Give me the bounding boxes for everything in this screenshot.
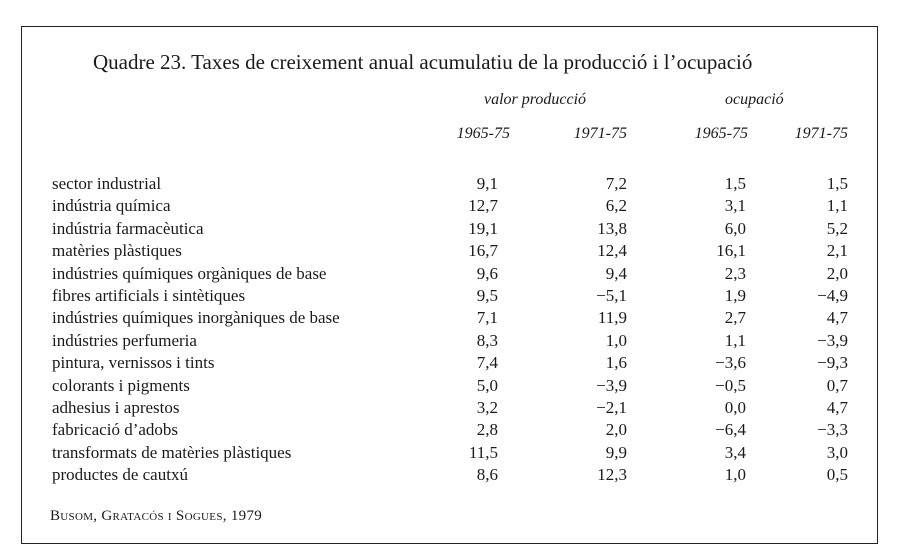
value-cell: 7,4 — [476, 353, 498, 373]
value-cell: 5,0 — [476, 375, 498, 395]
group-header-ocupacio: ocupació — [725, 91, 784, 108]
value-cell: 1,1 — [724, 330, 746, 350]
period-header-3: 1965-75 — [694, 125, 748, 142]
table-row: indústria farmacèutica 19,1 13,8 6,0 5,2 — [0, 219, 899, 241]
row-label: fabricació d’adobs — [52, 420, 179, 440]
table-row: fabricació d’adobs 2,8 2,0 −6,4 −3,3 — [0, 420, 899, 442]
value-cell: 2,1 — [826, 241, 848, 261]
value-cell: 11,9 — [597, 308, 627, 328]
value-cell: 13,8 — [597, 218, 627, 238]
row-label: fibres artificials i sintètiques — [52, 285, 246, 305]
value-cell: 9,9 — [605, 442, 627, 462]
value-cell: 9,4 — [605, 263, 627, 283]
value-cell: 9,6 — [476, 263, 498, 283]
value-cell: 1,5 — [724, 174, 746, 193]
value-cell: 0,5 — [826, 465, 848, 485]
value-cell: 5,2 — [826, 218, 848, 238]
value-cell: −5,1 — [596, 285, 627, 305]
value-cell: 8,3 — [476, 330, 498, 350]
value-cell: −3,3 — [817, 420, 848, 440]
value-cell: −4,9 — [817, 285, 848, 305]
value-cell: 1,5 — [826, 174, 848, 193]
value-cell: 8,6 — [476, 465, 498, 485]
table-row: adhesius i aprestos 3,2 −2,1 0,0 4,7 — [0, 398, 899, 420]
table-body: sector industrial 9,1 7,2 1,5 1,5 indústria q… — [0, 174, 899, 487]
value-cell: 4,7 — [826, 397, 848, 417]
value-cell: 11,5 — [468, 442, 498, 462]
row-label: productes de cautxú — [52, 465, 188, 485]
source-citation: Busom, Gratacós i Sogues, 1979 — [50, 508, 263, 524]
value-cell: −2,1 — [596, 397, 627, 417]
value-cell: 2,8 — [476, 420, 498, 440]
value-cell: 3,2 — [476, 397, 498, 417]
table-row: transformats de matèries plàstiques 11,5 9… — [0, 443, 899, 465]
value-cell: 2,0 — [605, 420, 627, 440]
value-cell: 12,7 — [468, 196, 498, 216]
value-cell: 16,7 — [468, 241, 498, 261]
value-cell: 1,9 — [724, 285, 746, 305]
table-row: matèries plàstiques 16,7 12,4 16,1 2,1 — [0, 241, 899, 263]
value-cell: −3,6 — [715, 353, 746, 373]
value-cell: 16,1 — [716, 241, 746, 261]
value-cell: 12,4 — [597, 241, 627, 261]
table-title: Quadre 23. Taxes de creixement anual acu… — [93, 50, 753, 74]
row-label: indústries perfumeria — [52, 330, 197, 350]
value-cell: 6,0 — [724, 218, 746, 238]
period-header-1: 1965-75 — [456, 125, 510, 142]
value-cell: 1,6 — [605, 353, 627, 373]
value-cell: −3,9 — [817, 330, 848, 350]
value-cell: 2,3 — [724, 263, 746, 283]
table-row: indústries perfumeria 8,3 1,0 1,1 −3,9 — [0, 331, 899, 353]
value-cell: −0,5 — [715, 375, 746, 395]
row-label: indústria química — [52, 196, 171, 216]
table-row: indústria química 12,7 6,2 3,1 1,1 — [0, 196, 899, 218]
table-row: fibres artificials i sintètiques 9,5 −5,1 1… — [0, 286, 899, 308]
value-cell: 12,3 — [597, 465, 627, 485]
table-row: colorants i pigments 5,0 −3,9 −0,5 0,7 — [0, 376, 899, 398]
value-cell: 0,7 — [826, 375, 848, 395]
value-cell: 9,1 — [476, 174, 498, 193]
table-row: pintura, vernissos i tints 7,4 1,6 −3,6 −9,3 — [0, 353, 899, 375]
value-cell: 2,7 — [724, 308, 746, 328]
value-cell: 7,2 — [605, 174, 627, 193]
group-header-valor-produccio: valor producció — [484, 91, 587, 108]
value-cell: 0,0 — [724, 397, 746, 417]
value-cell: 4,7 — [826, 308, 848, 328]
row-label: sector industrial — [52, 174, 162, 193]
value-cell: 2,0 — [826, 263, 848, 283]
value-cell: −3,9 — [596, 375, 627, 395]
table-frame — [21, 26, 878, 544]
value-cell: 3,0 — [826, 442, 848, 462]
value-cell: 9,5 — [476, 285, 498, 305]
table-row: sector industrial 9,1 7,2 1,5 1,5 — [0, 174, 899, 196]
row-label: pintura, vernissos i tints — [52, 353, 215, 373]
row-label: transformats de matèries plàstiques — [52, 442, 292, 462]
value-cell: 6,2 — [605, 196, 627, 216]
row-label: indústries químiques inorgàniques de bas… — [52, 308, 340, 328]
period-header-2: 1971-75 — [573, 125, 627, 142]
row-label: colorants i pigments — [52, 375, 190, 395]
value-cell: 1,1 — [826, 196, 848, 216]
row-label: adhesius i aprestos — [52, 397, 180, 417]
period-header-4: 1971-75 — [794, 125, 848, 142]
value-cell: 3,4 — [724, 442, 746, 462]
value-cell: 3,1 — [724, 196, 746, 216]
value-cell: 19,1 — [468, 218, 498, 238]
value-cell: −9,3 — [817, 353, 848, 373]
row-label: indústria farmacèutica — [52, 218, 204, 238]
row-label: matèries plàstiques — [52, 241, 182, 261]
table-row: indústries químiques inorgàniques de bas… — [0, 308, 899, 330]
table-row: indústries químiques orgàniques de base 9… — [0, 264, 899, 286]
value-cell: 7,1 — [476, 308, 498, 328]
row-label: indústries químiques orgàniques de base — [52, 263, 327, 283]
value-cell: 1,0 — [724, 465, 746, 485]
value-cell: −6,4 — [715, 420, 746, 440]
value-cell: 1,0 — [605, 330, 627, 350]
table-row: productes de cautxú 8,6 12,3 1,0 0,5 — [0, 465, 899, 487]
